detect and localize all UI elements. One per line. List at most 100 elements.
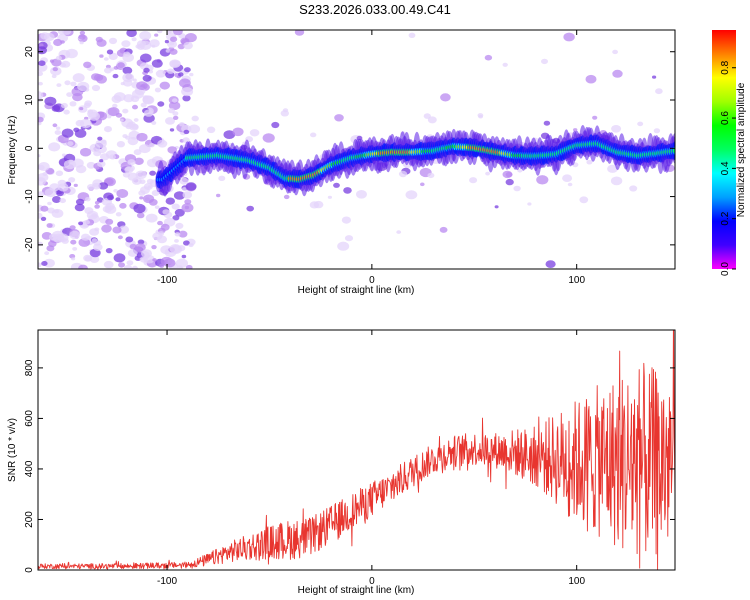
heatmap-noise-cell — [74, 129, 87, 138]
heatmap-noise-cell — [356, 190, 367, 199]
heatmap-noise-cell — [91, 238, 98, 243]
heatmap-noise-cell — [97, 160, 106, 168]
heatmap-noise-cell — [484, 54, 493, 61]
heatmap-noise-cell — [51, 208, 64, 218]
heatmap-noise-cell — [129, 123, 139, 131]
heatmap-noise-cell — [181, 203, 194, 213]
heatmap-noise-cell — [69, 225, 76, 231]
heatmap-noise-cell — [149, 170, 157, 176]
heatmap-noise-cell — [38, 121, 42, 126]
heatmap-noise-cell — [108, 52, 118, 61]
heatmap-noise-cell — [249, 129, 260, 137]
heatmap-noise-cell — [610, 176, 623, 186]
heatmap-noise-cell — [149, 143, 155, 148]
heatmap-noise-cell — [157, 30, 163, 34]
heatmap-noise-cell — [115, 197, 121, 202]
heatmap-noise-cell — [206, 126, 216, 134]
heatmap-noise-cell — [423, 113, 431, 119]
heatmap-noise-cell — [131, 177, 142, 185]
heatmap-noise-cell — [99, 159, 104, 163]
colorbar-label: Normalized spectral amplitude — [736, 82, 747, 217]
heatmap-noise-cell — [586, 159, 593, 165]
heatmap-noise-cell — [38, 262, 42, 268]
heatmap-noise-cell — [42, 172, 48, 176]
heatmap-noise-cell — [55, 126, 61, 130]
heatmap-noise-cell — [78, 34, 86, 40]
colorbar-ticks: 0.0 0.2 0.4 0.6 0.8 — [720, 60, 736, 276]
heatmap-marks — [38, 30, 675, 269]
heatmap-noise-cell — [79, 30, 86, 35]
heatmap-noise-cell — [91, 84, 101, 92]
snr-x-tick-label: 100 — [568, 576, 585, 587]
heatmap-noise-cell — [141, 249, 152, 258]
heatmap-noise-cell — [145, 213, 158, 223]
heatmap-noise-cell — [93, 73, 104, 82]
heatmap-noise-cell — [585, 74, 597, 84]
heatmap-noise-cell — [122, 66, 133, 75]
colorbar-tick-label: 0.2 — [720, 211, 731, 225]
heatmap-noise-cell — [119, 202, 127, 209]
heatmap-noise-cell — [478, 114, 483, 119]
heatmap-y-tick-label: 20 — [24, 46, 35, 58]
heatmap-noise-cell — [169, 244, 182, 254]
heatmap-noise-cell — [89, 255, 100, 263]
heatmap-noise-cell — [44, 188, 57, 198]
heatmap-noise-cell — [327, 195, 332, 199]
snr-series-line — [38, 330, 675, 570]
heatmap-noise-cell — [607, 164, 618, 173]
heatmap-noise-cell — [181, 254, 187, 259]
heatmap-noise-cell — [60, 102, 68, 109]
heatmap-noise-cell — [170, 36, 178, 42]
heatmap-noise-cell — [38, 91, 44, 100]
heatmap-noise-cell — [38, 162, 50, 171]
heatmap-noise-cell — [131, 37, 137, 42]
heatmap-noise-cell — [126, 260, 134, 266]
heatmap-noise-cell — [125, 236, 134, 243]
heatmap-noise-cell — [579, 196, 589, 204]
heatmap-noise-cell — [38, 116, 44, 123]
heatmap-noise-cell — [113, 66, 119, 70]
heatmap-noise-cell — [159, 81, 170, 90]
heatmap-noise-cell — [57, 179, 67, 187]
heatmap-noise-cell — [54, 130, 61, 135]
heatmap-noise-cell — [151, 245, 157, 250]
heatmap-noise-cell — [271, 121, 280, 129]
heatmap-noise-cell — [333, 182, 340, 188]
heatmap-noise-cell — [109, 154, 116, 160]
snr-y-tick-label: 600 — [24, 410, 35, 427]
heatmap-noise-cell — [70, 81, 77, 87]
heatmap-noise-cell — [165, 117, 175, 125]
heatmap-noise-cell — [283, 194, 290, 200]
heatmap-noise-cell — [63, 109, 70, 115]
heatmap-noise-cell — [38, 177, 47, 186]
heatmap-noise-cell — [133, 203, 146, 214]
heatmap-noise-cell — [160, 223, 170, 231]
heatmap-noise-cell — [94, 204, 100, 209]
heatmap-noise-cell — [172, 215, 180, 221]
heatmap-noise-cell — [612, 69, 623, 78]
heatmap-noise-cell — [502, 62, 508, 67]
snr-y-tick-label: 800 — [24, 359, 35, 376]
heatmap-frame — [37, 29, 676, 270]
heatmap-noise-cell — [87, 184, 95, 191]
heatmap-x-tick-label: -100 — [157, 275, 177, 286]
heatmap-noise-cell — [105, 218, 114, 225]
heatmap-noise-cell — [134, 246, 143, 252]
heatmap-noise-cell — [56, 83, 62, 87]
heatmap-noise-cell — [100, 153, 110, 161]
heatmap-noise-cell — [162, 209, 170, 215]
heatmap-noise-cell — [181, 87, 194, 97]
heatmap-noise-cell — [132, 265, 138, 269]
heatmap-noise-cell — [132, 104, 138, 110]
heatmap-noise-cell — [151, 120, 157, 125]
heatmap-noise-cell — [113, 189, 118, 193]
heatmap-noise-cell — [469, 177, 478, 184]
heatmap-noise-cell — [154, 205, 160, 209]
heatmap-noise-cell — [169, 128, 175, 132]
heatmap-noise-cell — [183, 129, 190, 135]
heatmap-ridge-core — [672, 148, 675, 153]
colorbar-tick-label: 0.0 — [720, 262, 731, 276]
heatmap-noise-cell — [83, 219, 91, 225]
heatmap-noise-cell — [44, 251, 50, 256]
